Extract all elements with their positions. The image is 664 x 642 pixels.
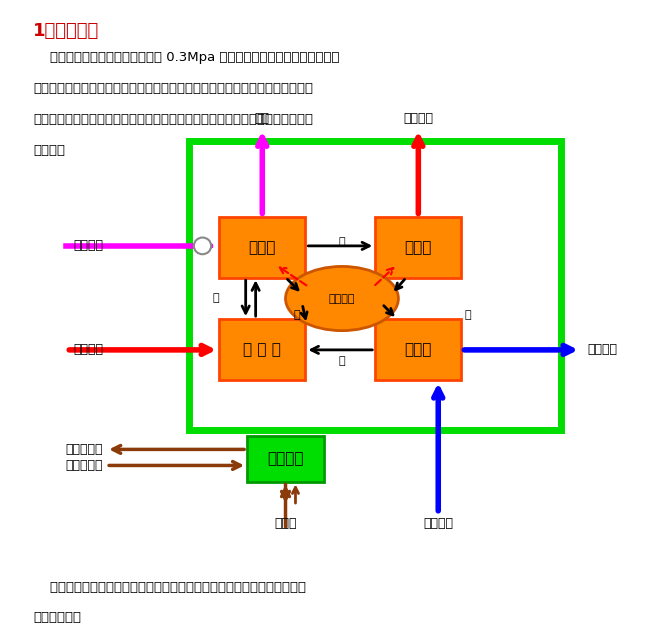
Bar: [375, 217, 461, 277]
Text: 溴化锂浓溶液为吸收剂，水为蜀发剂，利用水在低压真空状态下低沸点沸腾的特: 溴化锂浓溶液为吸收剂，水为蜀发剂，利用水在低压真空状态下低沸点沸腾的特: [33, 82, 313, 95]
Bar: [375, 319, 461, 380]
Text: 吸 收 器: 吸 收 器: [243, 342, 282, 358]
Circle shape: [194, 238, 211, 254]
Text: 吸收式热泵机组由发生器、冷凝器、蜀发器、吸收器、热交换器及自动控: 吸收式热泵机组由发生器、冷凝器、蜀发器、吸收器、热交换器及自动控: [33, 581, 306, 594]
Ellipse shape: [286, 266, 398, 331]
Text: 供热水出: 供热水出: [403, 112, 434, 125]
Text: 制系统组成。: 制系统组成。: [33, 611, 81, 624]
Text: 性，提取低品位废热源中的热量，通过回收转换制取工艺性、采暖或生活用高品: 性，提取低品位废热源中的热量，通过回收转换制取工艺性、采暖或生活用高品: [33, 113, 313, 126]
Text: 控制系统: 控制系统: [268, 451, 303, 467]
Text: 凝水: 凝水: [255, 112, 270, 125]
Text: 液: 液: [293, 309, 300, 320]
Text: 冷凝器: 冷凝器: [404, 239, 432, 255]
Bar: [219, 319, 305, 380]
Text: 供热水进: 供热水进: [73, 343, 103, 356]
Text: 汽: 汽: [339, 237, 345, 247]
Text: 蜀汽型溴化锂吸收式热泵机组以 0.3Mpa 以上蜀汽产生的热能为驱动热源，: 蜀汽型溴化锂吸收式热泵机组以 0.3Mpa 以上蜀汽产生的热能为驱动热源，: [33, 51, 340, 64]
Text: 1、结构组成: 1、结构组成: [33, 22, 100, 40]
Text: 蜀发器: 蜀发器: [404, 342, 432, 358]
Text: 运行信号出: 运行信号出: [66, 459, 103, 472]
Text: 发生器: 发生器: [248, 239, 276, 255]
Text: 位热水。: 位热水。: [33, 144, 65, 157]
Bar: [219, 217, 305, 277]
Text: 汽: 汽: [339, 356, 345, 366]
Bar: [189, 141, 561, 430]
Text: 水: 水: [465, 309, 471, 320]
Text: 驱动蜀汽: 驱动蜀汽: [73, 239, 103, 252]
Text: 余热水进: 余热水进: [423, 517, 454, 530]
Text: 余热水出: 余热水出: [588, 343, 618, 356]
Text: 控制信号出: 控制信号出: [66, 443, 103, 456]
Text: 辅助设备: 辅助设备: [329, 293, 355, 304]
Text: 电能出: 电能出: [274, 517, 297, 530]
Text: 稀: 稀: [212, 293, 219, 303]
Bar: [247, 436, 324, 482]
